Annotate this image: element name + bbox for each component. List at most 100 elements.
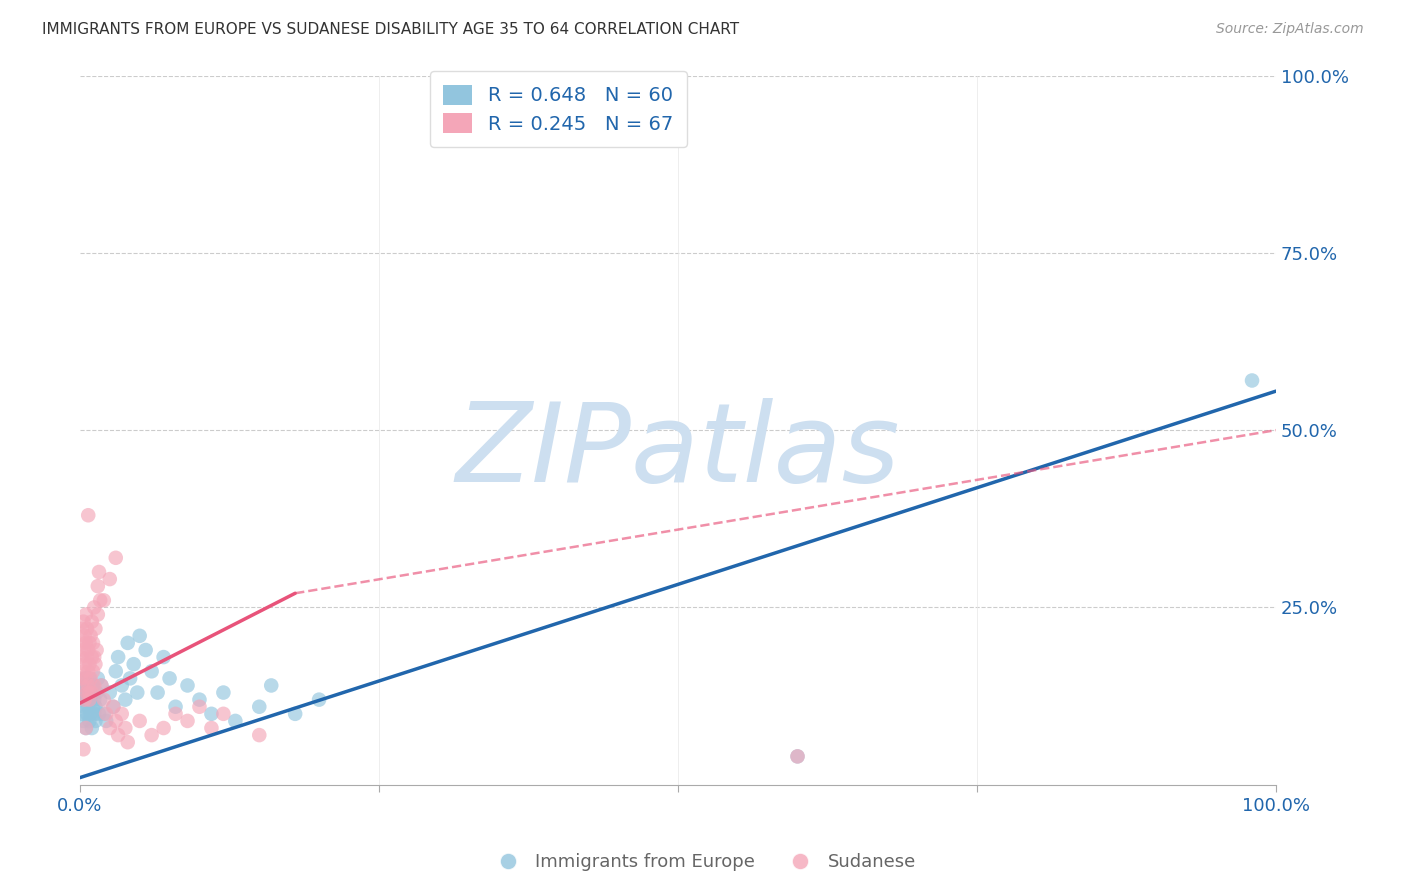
Point [76, 678, 98, 692]
Point [83, 600, 105, 615]
Point [73, 699, 96, 714]
Point [127, 685, 149, 699]
Point [165, 706, 187, 721]
Point [76, 650, 98, 665]
Point [79, 685, 101, 699]
Point [75, 721, 97, 735]
Point [73, 657, 96, 672]
Point [117, 735, 139, 749]
Point [82, 678, 104, 692]
Point [89, 593, 111, 607]
Point [114, 692, 136, 706]
Point [152, 721, 174, 735]
Point [79, 672, 101, 686]
Point [75, 672, 97, 686]
Point [96, 714, 118, 728]
Point [84, 699, 107, 714]
Point [135, 643, 157, 657]
Point [93, 593, 115, 607]
Point [79, 706, 101, 721]
Point [111, 678, 134, 692]
Point [79, 629, 101, 643]
Point [176, 714, 198, 728]
Point [83, 706, 105, 721]
Point [107, 728, 129, 742]
Point [80, 685, 103, 699]
Point [80, 685, 103, 699]
Point [82, 636, 104, 650]
Point [72, 636, 94, 650]
Point [141, 728, 163, 742]
Point [200, 721, 222, 735]
Point [76, 706, 98, 721]
Point [786, 749, 808, 764]
Point [224, 714, 246, 728]
Point [72, 665, 94, 679]
Point [79, 692, 101, 706]
Point [83, 678, 105, 692]
Point [103, 699, 125, 714]
Point [786, 749, 808, 764]
Point [86, 685, 108, 699]
Point [72, 678, 94, 692]
Point [90, 678, 112, 692]
Point [75, 607, 97, 622]
Point [146, 685, 169, 699]
Point [73, 692, 96, 706]
Point [87, 672, 110, 686]
Point [84, 622, 107, 636]
Point [89, 692, 111, 706]
Point [79, 636, 101, 650]
Point [72, 678, 94, 692]
Point [200, 706, 222, 721]
Point [79, 714, 101, 728]
Point [159, 672, 181, 686]
Legend: R = 0.648   N = 60, R = 0.245   N = 67: R = 0.648 N = 60, R = 0.245 N = 67 [430, 71, 688, 147]
Point [73, 672, 96, 686]
Point [165, 699, 187, 714]
Point [75, 636, 97, 650]
Point [96, 706, 118, 721]
Point [122, 657, 145, 672]
Text: IMMIGRANTS FROM EUROPE VS SUDANESE DISABILITY AGE 35 TO 64 CORRELATION CHART: IMMIGRANTS FROM EUROPE VS SUDANESE DISAB… [42, 22, 740, 37]
Point [72, 714, 94, 728]
Point [128, 629, 150, 643]
Point [76, 622, 98, 636]
Point [72, 685, 94, 699]
Point [82, 699, 104, 714]
Text: ZIPatlas: ZIPatlas [456, 398, 900, 505]
Point [77, 685, 100, 699]
Point [247, 728, 270, 742]
Point [72, 643, 94, 657]
Point [87, 565, 110, 579]
Point [104, 665, 127, 679]
Point [77, 643, 100, 657]
Point [72, 742, 94, 756]
Point [176, 678, 198, 692]
Point [87, 607, 110, 622]
Point [284, 706, 307, 721]
Point [70, 650, 93, 665]
Point [72, 622, 94, 636]
Point [83, 692, 105, 706]
Point [73, 629, 96, 643]
Point [84, 657, 107, 672]
Point [98, 721, 121, 735]
Point [104, 550, 127, 565]
Point [93, 692, 115, 706]
Point [82, 665, 104, 679]
Point [260, 678, 283, 692]
Point [188, 699, 211, 714]
Point [72, 706, 94, 721]
Point [103, 699, 125, 714]
Point [79, 657, 101, 672]
Point [80, 650, 103, 665]
Point [90, 678, 112, 692]
Point [76, 685, 98, 699]
Point [117, 636, 139, 650]
Point [247, 699, 270, 714]
Point [212, 685, 235, 699]
Point [70, 672, 93, 686]
Point [77, 678, 100, 692]
Point [86, 643, 108, 657]
